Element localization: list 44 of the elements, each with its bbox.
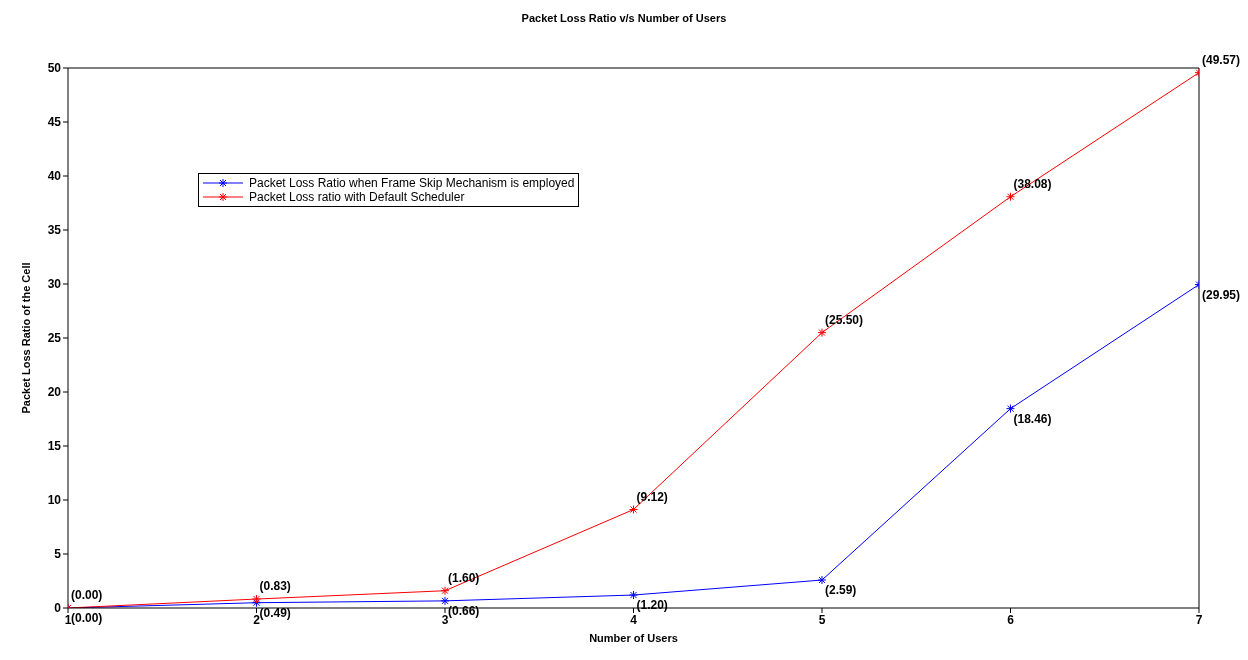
chart-title: Packet Loss Ratio v/s Number of Users	[520, 12, 728, 24]
data-label: (1.60)	[448, 570, 480, 585]
x-tick-label: 2	[253, 612, 261, 627]
y-tick-label: 50	[47, 61, 62, 76]
y-tick-label: 45	[47, 115, 62, 130]
y-tick-label: 20	[47, 385, 62, 400]
data-label: (49.57)	[1202, 52, 1241, 67]
data-label: (0.00)	[71, 588, 103, 602]
y-tick-label: 0	[54, 601, 62, 616]
y-axis-title: Packet Loss Ratio of the Cell	[19, 262, 32, 414]
point	[252, 598, 261, 608]
data-label: (0.00)	[71, 611, 103, 625]
data-label: (29.95)	[1202, 287, 1241, 302]
point	[817, 575, 827, 585]
y-tick-label: 25	[47, 331, 62, 346]
data-label: (1.20)	[636, 598, 668, 613]
x-tick-label: 6	[1007, 612, 1015, 627]
point	[440, 586, 450, 596]
point	[1006, 404, 1015, 414]
point	[629, 505, 638, 514]
data-label: (0.83)	[259, 579, 291, 594]
point	[817, 328, 827, 338]
legend-label: Packet Loss ratio with Default Scheduler	[249, 190, 465, 204]
x-tick-label: 3	[441, 612, 449, 627]
data-label: (2.59)	[825, 583, 857, 598]
data-label: (18.46)	[1013, 411, 1052, 426]
data-label: (0.49)	[259, 605, 291, 620]
x-tick-label: 1	[64, 612, 72, 627]
point	[252, 594, 261, 604]
x-tick-label: 4	[630, 612, 638, 627]
point	[629, 590, 638, 600]
y-tick-label: 15	[47, 439, 62, 454]
point	[1006, 192, 1015, 202]
y-tick-label: 40	[47, 169, 62, 184]
data-label: (0.66)	[448, 603, 480, 618]
y-tick-label: 30	[47, 277, 62, 292]
y-tick-label: 35	[47, 223, 62, 238]
x-tick-label: 7	[1195, 612, 1203, 627]
x-tick-label: 5	[818, 612, 826, 627]
point	[440, 596, 450, 606]
y-tick-label: 5	[54, 547, 62, 562]
y-tick-label: 10	[47, 493, 62, 508]
legend-label: Packet Loss Ratio when Frame Skip Mechanism is employed	[249, 176, 575, 190]
x-axis-title: Number of Users	[589, 632, 678, 644]
